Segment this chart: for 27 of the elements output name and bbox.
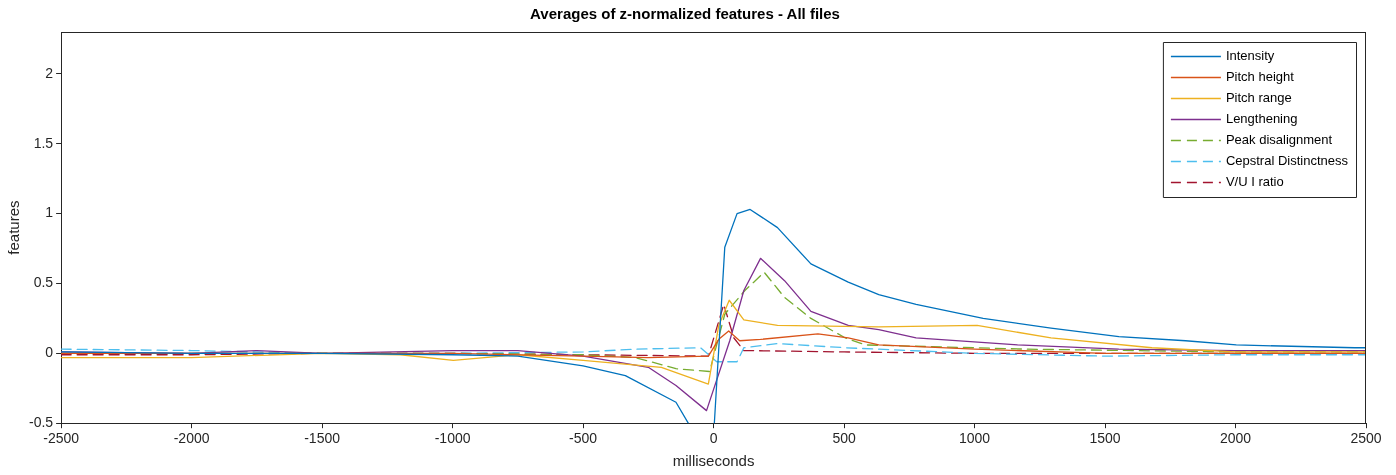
x-tick-label: -1500 xyxy=(304,430,341,447)
y-axis-title: features xyxy=(5,200,23,255)
y-tick-label: 1.5 xyxy=(33,134,54,151)
legend-label: Lengthening xyxy=(1225,111,1298,127)
legend-label: Cepstral Distinctness xyxy=(1225,153,1349,169)
x-tick-label: 2000 xyxy=(1219,430,1252,447)
legend-label: Pitch height xyxy=(1225,69,1295,85)
x-tick-label: 500 xyxy=(832,430,856,447)
x-tick-label: -1000 xyxy=(434,430,471,447)
y-tick-label: 1 xyxy=(45,204,54,221)
x-tick-label: 1000 xyxy=(958,430,991,447)
legend-label: Intensity xyxy=(1225,48,1275,64)
legend-label: V/U I ratio xyxy=(1225,174,1284,190)
y-tick-label: 2 xyxy=(45,64,54,81)
y-tick-label: 0 xyxy=(45,344,54,361)
x-tick-label: -2000 xyxy=(173,430,210,447)
x-axis-title: milliseconds xyxy=(672,452,755,470)
legend-label: Peak disalignment xyxy=(1225,132,1333,148)
x-tick-label: 2500 xyxy=(1350,430,1382,447)
x-tick-label: -500 xyxy=(569,430,598,447)
x-tick-label: 1500 xyxy=(1089,430,1121,447)
chart-title: Averages of z-normalized features - All files xyxy=(530,5,840,23)
x-tick-label: -2500 xyxy=(43,430,80,447)
x-tick-label: 0 xyxy=(709,430,718,447)
legend-label: Pitch range xyxy=(1225,90,1292,106)
y-tick-label: -0.5 xyxy=(29,414,54,431)
y-tick-label: 0.5 xyxy=(33,274,54,291)
